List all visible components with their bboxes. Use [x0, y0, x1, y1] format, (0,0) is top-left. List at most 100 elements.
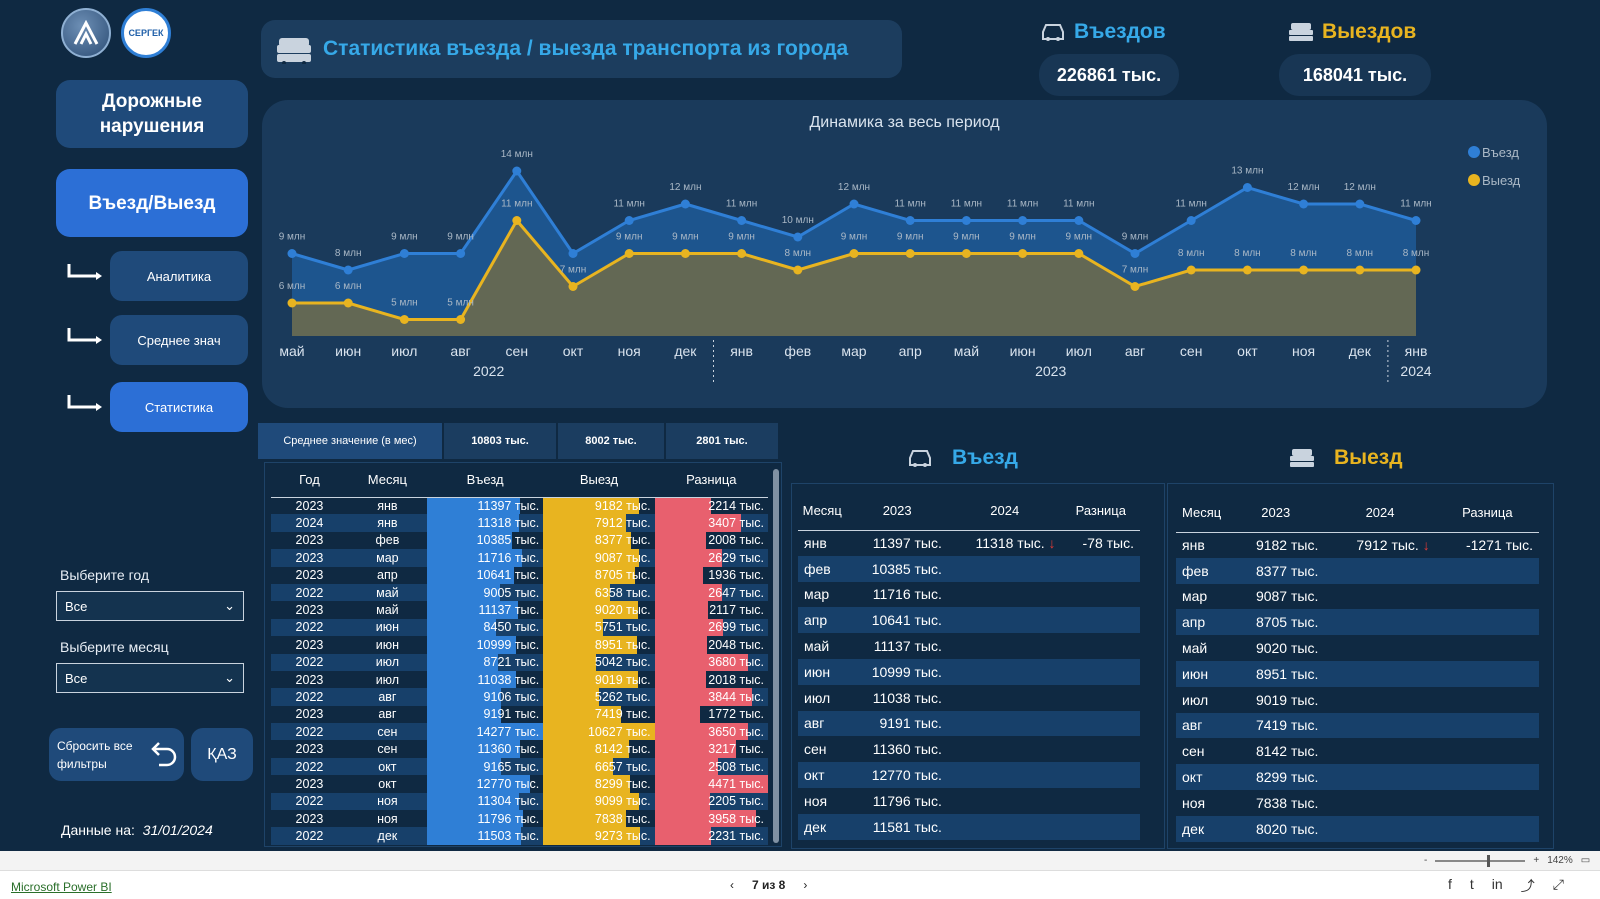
table-row[interactable]: 2022 июл 8721 тыс. 5042 тыс. 3680 тыс.: [271, 653, 768, 671]
column-header[interactable]: Месяц: [1176, 494, 1228, 533]
data-point[interactable]: [1186, 216, 1196, 225]
table-row[interactable]: янв 9182 тыс. 7912 тыс. ↓ -1271 тыс.: [1176, 532, 1539, 558]
column-header[interactable]: Год: [271, 463, 348, 498]
table-row[interactable]: апр 10641 тыс.: [798, 607, 1140, 634]
data-point[interactable]: [1242, 183, 1252, 192]
next-page-icon[interactable]: ›: [803, 878, 808, 892]
table-row[interactable]: июл 9019 тыс.: [1176, 687, 1539, 713]
table-row[interactable]: сен 8142 тыс.: [1176, 738, 1539, 764]
fit-page-icon[interactable]: ▭: [1580, 855, 1591, 866]
data-point[interactable]: [1299, 265, 1309, 275]
table-row[interactable]: июн 8951 тыс.: [1176, 660, 1539, 687]
table-row[interactable]: 2022 май 9005 тыс. 6358 тыс. 2647 тыс.: [271, 583, 768, 602]
legend-label[interactable]: Выезд: [1482, 173, 1521, 188]
table-row[interactable]: ноя 7838 тыс.: [1176, 790, 1539, 816]
table-row[interactable]: 2022 дек 11503 тыс. 9273 тыс. 2231 тыс.: [271, 827, 768, 845]
column-header[interactable]: Разница: [1061, 492, 1140, 531]
powerbi-link[interactable]: Microsoft Power BI: [11, 880, 112, 894]
data-point[interactable]: [568, 282, 578, 291]
table-row[interactable]: 2023 фев 10385 тыс. 8377 тыс. 2008 тыс.: [271, 531, 768, 550]
table-row[interactable]: июл 11038 тыс.: [798, 685, 1140, 711]
zoom-control[interactable]: - + 142% ▭: [1424, 854, 1591, 867]
data-point[interactable]: [961, 249, 971, 258]
nav-analytics-button[interactable]: Аналитика: [110, 251, 248, 301]
facebook-icon[interactable]: f: [1448, 876, 1452, 892]
reset-filters-button[interactable]: Сбросить все фильтры: [49, 728, 184, 781]
table-row[interactable]: 2023 апр 10641 тыс. 8705 тыс. 1936 тыс.: [271, 566, 768, 584]
data-point[interactable]: [1242, 265, 1252, 275]
table-row[interactable]: окт 8299 тыс.: [1176, 764, 1539, 790]
data-point[interactable]: [905, 216, 915, 225]
data-point[interactable]: [961, 216, 971, 225]
table-row[interactable]: 2023 авг 9191 тыс. 7419 тыс. 1772 тыс.: [271, 705, 768, 724]
table-row[interactable]: авг 9191 тыс.: [798, 710, 1140, 737]
data-point[interactable]: [343, 298, 353, 308]
table-row[interactable]: май 9020 тыс.: [1176, 635, 1539, 661]
column-header[interactable]: Месяц: [347, 463, 427, 498]
column-header[interactable]: Выезд: [543, 463, 655, 498]
table-row[interactable]: 2022 ноя 11304 тыс. 9099 тыс. 2205 тыс.: [271, 792, 768, 811]
data-point[interactable]: [624, 216, 634, 225]
table-row[interactable]: 2022 сен 14277 тыс. 10627 тыс. 3650 тыс.: [271, 723, 768, 741]
data-point[interactable]: [737, 216, 747, 225]
table-row[interactable]: янв 11397 тыс. 11318 тыс. ↓ -78 тыс.: [798, 530, 1140, 556]
legend-label[interactable]: Въезд: [1482, 145, 1519, 160]
table-row[interactable]: май 11137 тыс.: [798, 633, 1140, 659]
data-point[interactable]: [737, 249, 747, 258]
data-point[interactable]: [1018, 249, 1028, 258]
data-point[interactable]: [512, 166, 522, 176]
linkedin-icon[interactable]: in: [1491, 876, 1503, 892]
column-header[interactable]: Месяц: [798, 492, 847, 531]
data-point[interactable]: [568, 249, 578, 258]
table-row[interactable]: 2024 янв 11318 тыс. 7912 тыс. 3407 тыс.: [271, 514, 768, 532]
nav-violations-button[interactable]: Дорожные нарушения: [56, 80, 248, 148]
share-icon[interactable]: ⤴: [1520, 878, 1535, 894]
year-select[interactable]: Все ⌄: [56, 591, 244, 621]
table-row[interactable]: 2022 окт 9165 тыс. 6657 тыс. 2508 тыс.: [271, 757, 768, 776]
month-select[interactable]: Все ⌄: [56, 663, 244, 693]
data-point[interactable]: [1355, 265, 1365, 275]
table-row[interactable]: дек 8020 тыс.: [1176, 815, 1539, 842]
table-row[interactable]: июн 10999 тыс.: [798, 658, 1140, 685]
table-row[interactable]: 2023 июл 11038 тыс. 9019 тыс. 2018 тыс.: [271, 670, 768, 689]
data-point[interactable]: [1130, 282, 1140, 291]
data-point[interactable]: [343, 265, 353, 275]
data-point[interactable]: [287, 298, 297, 308]
table-row[interactable]: дек 11581 тыс.: [798, 813, 1140, 840]
data-point[interactable]: [1411, 265, 1421, 275]
column-header[interactable]: Въезд: [426, 463, 544, 498]
data-point[interactable]: [624, 249, 634, 258]
data-point[interactable]: [680, 249, 690, 258]
nav-statistics-button[interactable]: Статистика: [110, 382, 248, 432]
data-point[interactable]: [1186, 265, 1196, 275]
data-point[interactable]: [1299, 199, 1309, 209]
table-row[interactable]: 2022 июн 8450 тыс. 5751 тыс. 2699 тыс.: [271, 618, 768, 637]
data-point[interactable]: [793, 265, 803, 275]
table-row[interactable]: 2022 авг 9106 тыс. 5262 тыс. 3844 тыс.: [271, 688, 768, 706]
column-header[interactable]: 2023: [846, 492, 948, 531]
column-header[interactable]: 2024: [1324, 494, 1436, 533]
column-header[interactable]: 2024: [947, 492, 1062, 531]
data-point[interactable]: [793, 232, 803, 242]
fullscreen-icon[interactable]: ⤢: [1552, 876, 1564, 892]
column-header[interactable]: 2023: [1227, 494, 1325, 533]
table-row[interactable]: 2023 май 11137 тыс. 9020 тыс. 2117 тыс.: [271, 601, 768, 619]
table-row[interactable]: ноя 11796 тыс.: [798, 788, 1140, 814]
data-point[interactable]: [905, 249, 915, 258]
data-point[interactable]: [399, 315, 409, 324]
twitter-icon[interactable]: t: [1469, 876, 1474, 892]
data-point[interactable]: [849, 249, 859, 258]
table-row[interactable]: 2023 окт 12770 тыс. 8299 тыс. 4471 тыс.: [271, 775, 768, 793]
table-row[interactable]: 2023 сен 11360 тыс. 8142 тыс. 3217 тыс.: [271, 740, 768, 758]
table-row[interactable]: фев 10385 тыс.: [798, 555, 1140, 582]
table-row[interactable]: авг 7419 тыс.: [1176, 712, 1539, 739]
table-row[interactable]: мар 9087 тыс.: [1176, 584, 1539, 610]
data-point[interactable]: [399, 249, 409, 258]
data-point[interactable]: [456, 249, 466, 258]
table-row[interactable]: сен 11360 тыс.: [798, 736, 1140, 762]
table-row[interactable]: 2023 мар 11716 тыс. 9087 тыс. 2629 тыс.: [271, 549, 768, 567]
data-point[interactable]: [1355, 199, 1365, 209]
table-row[interactable]: фев 8377 тыс.: [1176, 557, 1539, 584]
table-row[interactable]: окт 12770 тыс.: [798, 762, 1140, 788]
data-point[interactable]: [1018, 216, 1028, 225]
